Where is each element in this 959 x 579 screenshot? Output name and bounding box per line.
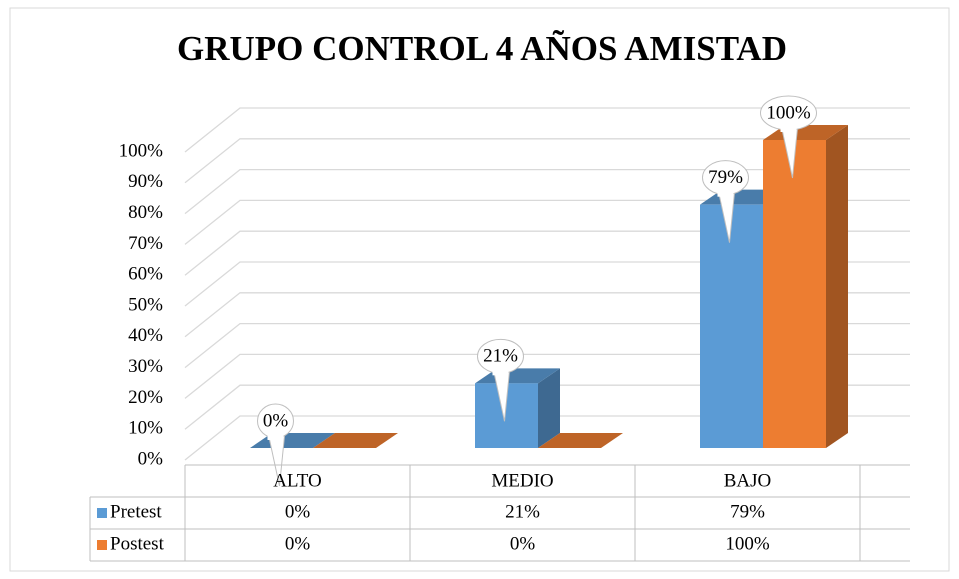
bar xyxy=(700,204,763,448)
callout xyxy=(493,370,510,422)
table-cell: 21% xyxy=(505,501,540,522)
bar xyxy=(763,140,826,448)
y-tick-label: 40% xyxy=(128,325,163,346)
x-tick-label: ALTO xyxy=(273,470,322,491)
x-tick-label: BAJO xyxy=(724,470,772,491)
legend-label: Postest xyxy=(110,533,165,554)
grid-line xyxy=(184,107,910,153)
data-label: 21% xyxy=(483,346,518,367)
grid-line xyxy=(184,384,910,430)
data-label: 100% xyxy=(766,102,811,123)
data-label: 0% xyxy=(263,410,289,431)
data-label: 79% xyxy=(708,167,743,188)
legend-label: Pretest xyxy=(110,501,162,522)
table-cell: 0% xyxy=(285,533,311,554)
table-cell: 100% xyxy=(725,533,770,554)
grid-line xyxy=(184,261,910,307)
grid-line xyxy=(184,415,910,461)
chart-title: GRUPO CONTROL 4 AÑOS AMISTAD xyxy=(177,29,787,68)
bar-side xyxy=(538,368,560,448)
grid-line xyxy=(184,292,910,338)
grid-line xyxy=(184,322,910,369)
grid-line xyxy=(184,230,910,276)
y-tick-label: 0% xyxy=(138,448,164,469)
callout xyxy=(781,126,798,179)
bar-top xyxy=(313,433,398,448)
y-tick-label: 50% xyxy=(128,294,163,315)
bar-side xyxy=(826,125,848,448)
legend-swatch xyxy=(97,508,107,518)
table-cell: 0% xyxy=(510,533,536,554)
legend-swatch xyxy=(97,540,107,550)
table-cell: 79% xyxy=(730,501,765,522)
y-tick-label: 60% xyxy=(128,264,163,285)
y-tick-label: 70% xyxy=(128,233,163,254)
callout xyxy=(780,124,797,132)
y-tick-label: 100% xyxy=(119,140,164,161)
y-tick-label: 20% xyxy=(128,387,163,408)
x-tick-label: MEDIO xyxy=(491,470,553,491)
grid-line xyxy=(184,168,910,215)
y-tick-label: 10% xyxy=(128,418,163,439)
y-tick-label: 80% xyxy=(128,202,163,223)
callout xyxy=(267,432,284,440)
callout xyxy=(492,367,509,376)
grid-line xyxy=(184,138,910,184)
y-tick-label: 90% xyxy=(128,171,163,192)
bar-top xyxy=(538,433,623,448)
grid-line xyxy=(184,199,910,245)
table-cell: 0% xyxy=(285,501,311,522)
y-tick-label: 30% xyxy=(128,356,163,377)
grid-line xyxy=(184,353,910,399)
callout xyxy=(717,188,734,197)
callout xyxy=(718,191,735,243)
callout xyxy=(268,434,285,487)
